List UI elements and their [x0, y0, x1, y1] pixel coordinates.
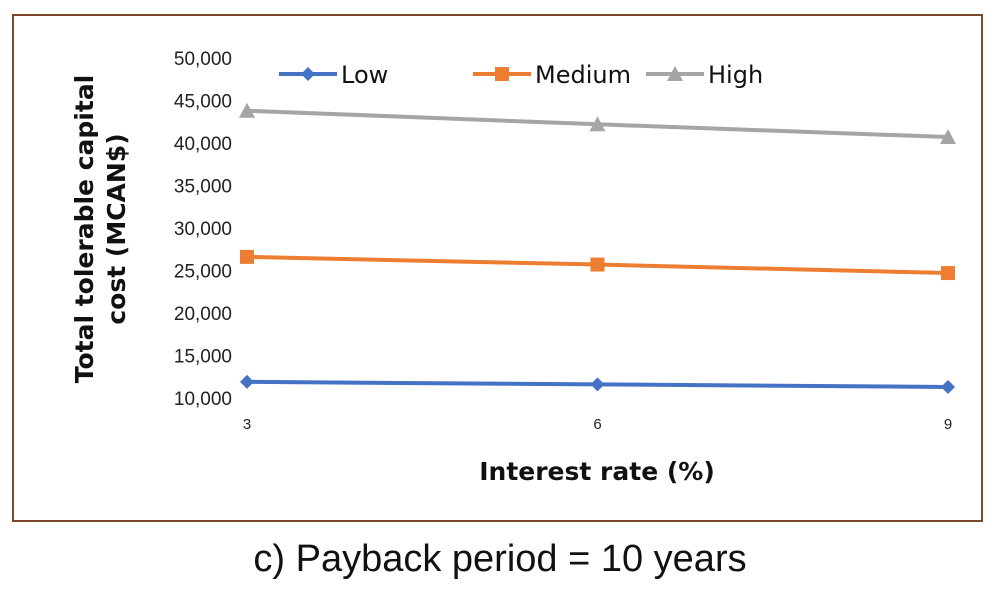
- legend-item-low: Low: [279, 61, 388, 89]
- legend: Low Medium High: [279, 61, 763, 89]
- data-point: [240, 249, 254, 264]
- data-point: [240, 374, 254, 389]
- y-tick-label: 40,000: [174, 134, 232, 155]
- legend-marker: [667, 66, 683, 81]
- x-tick-label: 3: [243, 416, 251, 433]
- legend-label: High: [708, 61, 763, 89]
- data-point: [590, 257, 605, 272]
- y-tick-label: 30,000: [174, 219, 232, 240]
- x-tick-label: 9: [944, 416, 952, 433]
- legend-label: Medium: [535, 61, 631, 89]
- data-point: [940, 129, 956, 145]
- y-tick-label: 25,000: [174, 262, 232, 283]
- data-point: [941, 266, 955, 281]
- series-layer: [239, 102, 956, 394]
- y-tick-label: 50,000: [174, 49, 232, 70]
- y-tick-label: 35,000: [174, 177, 232, 198]
- y-tick-label: 20,000: [174, 304, 232, 325]
- chart-frame: 10,000 15,000 20,000 25,000 30,000 35,000 40,0…: [12, 14, 983, 522]
- data-point: [239, 102, 255, 118]
- legend-item-medium: Medium: [473, 61, 631, 89]
- x-axis-title: Interest rate (%): [479, 457, 715, 486]
- y-tick-label: 45,000: [174, 92, 232, 113]
- y-axis-title: Total tolerable capital cost (MCAN$): [70, 75, 131, 384]
- y-tick-label: 15,000: [174, 347, 232, 368]
- y-tick-label: 10,000: [174, 389, 232, 410]
- data-point: [590, 377, 605, 392]
- x-tick-label: 6: [593, 416, 601, 433]
- line-chart: 10,000 15,000 20,000 25,000 30,000 35,000 40,0…: [70, 49, 956, 486]
- x-axis-ticks: 3 6 9: [243, 416, 952, 433]
- legend-marker: [301, 67, 315, 81]
- series-medium: [240, 249, 955, 281]
- legend-item-high: High: [646, 61, 763, 89]
- series-low: [240, 374, 955, 394]
- figure-caption: c) Payback period = 10 years: [253, 538, 747, 580]
- legend-marker: [495, 67, 509, 81]
- y-axis-ticks: 10,000 15,000 20,000 25,000 30,000 35,000 40,0…: [174, 49, 232, 410]
- y-axis-title-line: cost (MCAN$): [102, 133, 131, 324]
- data-point: [589, 116, 606, 132]
- y-axis-title-line: Total tolerable capital: [70, 75, 99, 384]
- series-high: [239, 102, 956, 145]
- legend-label: Low: [341, 61, 388, 89]
- data-point: [941, 379, 955, 394]
